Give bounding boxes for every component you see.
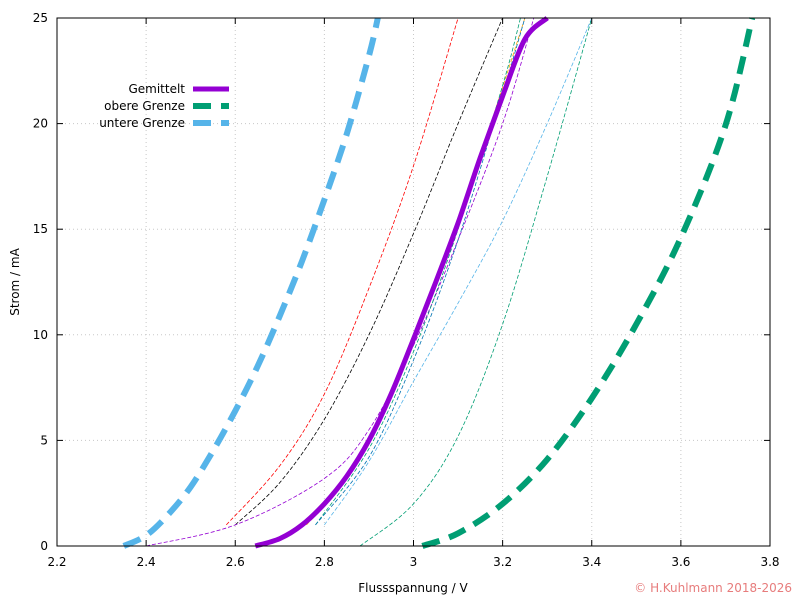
y-tick-label: 0 xyxy=(40,539,48,553)
y-tick-label: 25 xyxy=(33,11,48,25)
series-line-10 xyxy=(359,17,593,547)
y-tick-label: 5 xyxy=(40,433,48,447)
y-tick-label: 10 xyxy=(33,328,48,342)
legend: Gemittelt obere Grenze untere Grenze xyxy=(99,82,229,130)
x-tick-label: 2.6 xyxy=(226,555,245,569)
series-line-1 xyxy=(421,17,756,549)
series-line-4 xyxy=(235,17,503,526)
series-line-0 xyxy=(254,16,549,549)
series-line-9 xyxy=(324,17,593,526)
legend-label: untere Grenze xyxy=(99,116,185,130)
y-tick-label: 20 xyxy=(33,117,48,131)
series-lines xyxy=(122,16,756,549)
x-tick-label: 3.2 xyxy=(493,555,512,569)
series-line-7 xyxy=(315,17,521,526)
x-tick-label: 3.4 xyxy=(582,555,601,569)
y-axis-title: Strom / mA xyxy=(8,247,22,315)
x-tick-label: 2.2 xyxy=(47,555,66,569)
y-tick-label: 15 xyxy=(33,222,48,236)
grid xyxy=(57,18,770,546)
x-tick-label: 3 xyxy=(410,555,418,569)
x-tick-label: 3.8 xyxy=(760,555,779,569)
copyright-notice: © H.Kuhlmann 2018-2026 xyxy=(634,581,792,595)
x-tick-label: 3.6 xyxy=(671,555,690,569)
x-tick-label: 2.4 xyxy=(137,555,156,569)
series-line-3 xyxy=(226,17,459,526)
legend-label: obere Grenze xyxy=(104,99,185,113)
legend-label: Gemittelt xyxy=(128,82,185,96)
axis-ticks: 2.2 2.4 2.6 2.8 3 3.2 3.4 3.6 3.8 0 5 10 15 20 25 xyxy=(33,11,780,569)
x-tick-label: 2.8 xyxy=(315,555,334,569)
x-axis-title: Flussspannung / V xyxy=(358,581,468,595)
series-line-2 xyxy=(122,17,381,549)
